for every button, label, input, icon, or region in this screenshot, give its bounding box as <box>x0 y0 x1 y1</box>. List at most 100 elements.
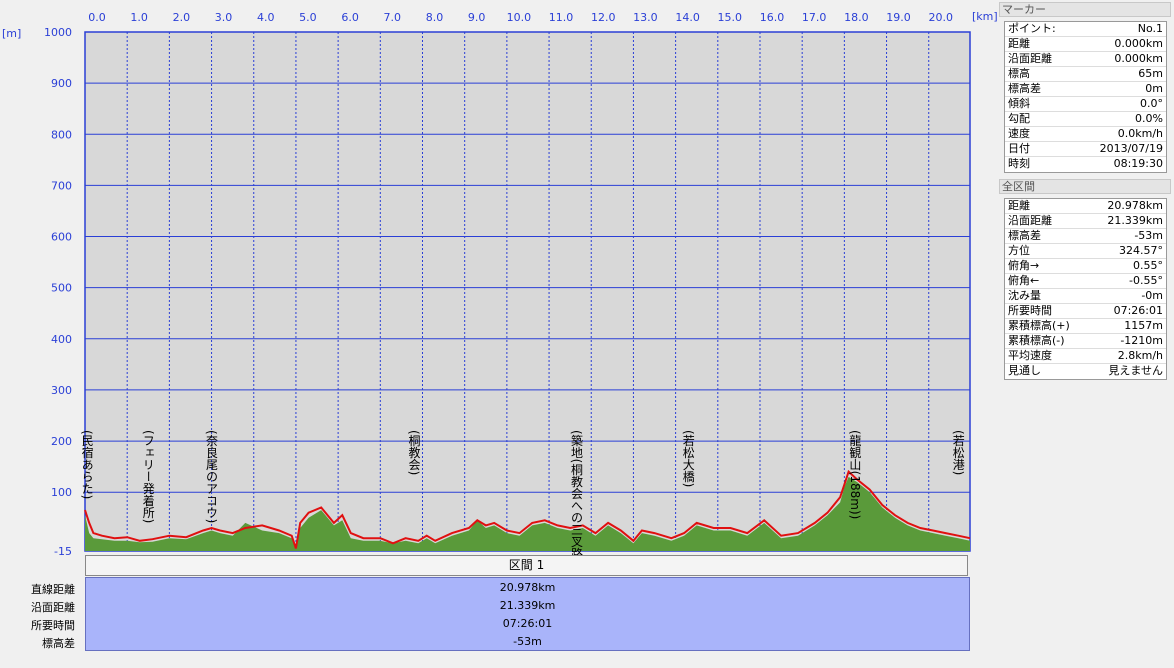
panel-row: 累積標高(-) -1210m <box>1005 334 1166 349</box>
panel-row-value: 07:26:01 <box>1113 304 1163 317</box>
panel-row-value: -1210m <box>1120 334 1163 347</box>
panel-row: 累積標高(+) 1157m <box>1005 319 1166 334</box>
panel-row-label: 沿面距離 <box>1008 52 1052 65</box>
panel-row-label: 傾斜 <box>1008 97 1030 110</box>
panel-row: 沿面距離 0.000km <box>1005 52 1166 67</box>
panel-row-value: 見えません <box>1108 364 1163 377</box>
x-tick-label: 3.0 <box>215 11 233 24</box>
x-tick-label: 9.0 <box>468 11 486 24</box>
y-tick-label: 200 <box>51 435 72 448</box>
panel-row: 距離 20.978km <box>1005 199 1166 214</box>
panel-row-value: 2013/07/19 <box>1099 142 1163 155</box>
x-tick-label: 5.0 <box>299 11 317 24</box>
panel-row-label: 沿面距離 <box>1008 214 1052 227</box>
section-summary-label: 標高差 <box>42 637 75 650</box>
panel-row-label: 俯角← <box>1008 274 1040 287</box>
panel-row-value: 20.978km <box>1107 199 1163 212</box>
y-tick-label: 900 <box>51 77 72 90</box>
total-panel-title: 全区間 <box>999 179 1171 194</box>
panel-row-value: 08:19:30 <box>1113 157 1163 170</box>
terrain-area <box>85 476 970 551</box>
landmark-label: (民宿あらた) <box>80 430 94 499</box>
panel-row-label: 累積標高(+) <box>1008 319 1070 332</box>
section-summary-label: 沿面距離 <box>31 601 75 614</box>
y-tick-label: 300 <box>51 384 72 397</box>
landmark-label: (築地(桐教会への三叉路) <box>569 430 583 560</box>
x-tick-label: 6.0 <box>341 11 359 24</box>
panel-row: 俯角→ 0.55° <box>1005 259 1166 274</box>
panel-row: 平均速度 2.8km/h <box>1005 349 1166 364</box>
chart-svg: 1000 900 800 700 600 500 400 300 200 100 -15 0.0 1.0… <box>44 11 971 560</box>
panel-row-value: 0.000km <box>1114 52 1163 65</box>
panel-row-value: 0m <box>1145 82 1163 95</box>
elevation-profile-chart[interactable]: [m] [km] 1000 900 800 700 600 500 400 300 200 100… <box>0 0 1000 560</box>
y-axis-unit: [m] <box>2 27 22 40</box>
panel-row: 標高 65m <box>1005 67 1166 82</box>
panel-row: 見通し 見えません <box>1005 364 1166 379</box>
panel-row-label: 速度 <box>1008 127 1030 140</box>
panel-row-value: 65m <box>1138 67 1163 80</box>
landmark-label: (若松大橋) <box>681 430 695 487</box>
section-summary-label: 所要時間 <box>31 619 75 632</box>
section-summary-value: -53m <box>513 635 542 648</box>
panel-row-label: 時刻 <box>1008 157 1030 170</box>
panel-row-label: 所要時間 <box>1008 304 1052 317</box>
panel-row-value: -0.55° <box>1129 274 1163 287</box>
x-tick-label: 16.0 <box>760 11 785 24</box>
y-tick-label: 1000 <box>44 26 72 39</box>
x-tick-label: 1.0 <box>130 11 148 24</box>
y-tick-label: 800 <box>51 128 72 141</box>
panel-row-value: 2.8km/h <box>1117 349 1163 362</box>
x-tick-label: 7.0 <box>384 11 402 24</box>
x-tick-label: 11.0 <box>549 11 574 24</box>
panel-row-value: 1157m <box>1124 319 1163 332</box>
x-tick-label: 20.0 <box>928 11 953 24</box>
panel-row-value: 21.339km <box>1107 214 1163 227</box>
panel-row-value: 0.0° <box>1140 97 1163 110</box>
panel-row: 標高差 -53m <box>1005 229 1166 244</box>
panel-row: 速度 0.0km/h <box>1005 127 1166 142</box>
panel-row-label: 距離 <box>1008 199 1030 212</box>
panel-row-label: 日付 <box>1008 142 1030 155</box>
panel-row: 俯角← -0.55° <box>1005 274 1166 289</box>
panel-row: 時刻 08:19:30 <box>1005 157 1166 172</box>
x-tick-label: 2.0 <box>173 11 191 24</box>
x-tick-label: 17.0 <box>802 11 827 24</box>
plot-area <box>84 31 971 552</box>
panel-row-label: 距離 <box>1008 37 1030 50</box>
x-tick-label: 18.0 <box>844 11 869 24</box>
panel-row: 傾斜 0.0° <box>1005 97 1166 112</box>
landmark-label: (奈良尾のアコウ) <box>205 430 219 523</box>
section-summary: 20.978km 21.339km 07:26:01 -53m <box>85 577 970 651</box>
panel-row: 日付 2013/07/19 <box>1005 142 1166 157</box>
panel-row-label: 勾配 <box>1008 112 1030 125</box>
section-summary-value: 20.978km <box>499 581 556 594</box>
panel-row-value: 0.0% <box>1135 112 1163 125</box>
panel-row: 距離 0.000km <box>1005 37 1166 52</box>
y-tick-label: 700 <box>51 179 72 192</box>
panel-row-label: 俯角→ <box>1008 259 1040 272</box>
panel-row: 方位 324.57° <box>1005 244 1166 259</box>
x-tick-label: 13.0 <box>633 11 658 24</box>
panel-row: 所要時間 07:26:01 <box>1005 304 1166 319</box>
section-header[interactable]: 区間 1 <box>85 555 968 576</box>
panel-row: 勾配 0.0% <box>1005 112 1166 127</box>
panel-row-label: 標高差 <box>1008 82 1041 95</box>
total-panel: 距離 20.978km 沿面距離 21.339km 標高差 -53m 方位 324.57° 俯角… <box>1004 198 1167 380</box>
landmark-label: (龍観山(188m)) <box>848 430 862 519</box>
panel-row: 沿面距離 21.339km <box>1005 214 1166 229</box>
marker-panel: ポイント: No.1 距離 0.000km 沿面距離 0.000km 標高 65m 標高差 0m 傾… <box>1004 21 1167 173</box>
x-tick-label: 19.0 <box>886 11 911 24</box>
panel-row: 標高差 0m <box>1005 82 1166 97</box>
panel-row-label: 標高差 <box>1008 229 1041 242</box>
panel-row-value: 0.000km <box>1114 37 1163 50</box>
panel-row-value: 324.57° <box>1119 244 1163 257</box>
panel-row-value: -53m <box>1134 229 1163 242</box>
y-tick-label: 500 <box>51 282 72 295</box>
landmark-label: (フェリー発着所) <box>141 430 155 523</box>
panel-row-value: 0.0km/h <box>1117 127 1163 140</box>
route-line <box>84 469 971 549</box>
panel-row-value: No.1 <box>1137 22 1163 35</box>
y-tick-label: 100 <box>51 486 72 499</box>
panel-row-label: 見通し <box>1008 364 1041 377</box>
